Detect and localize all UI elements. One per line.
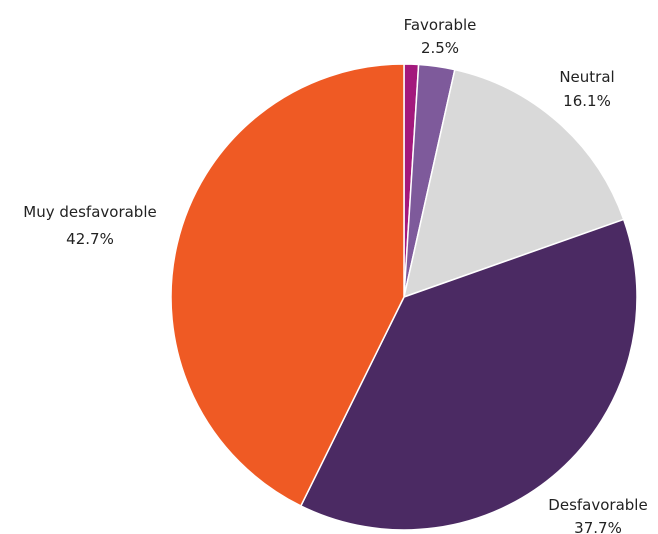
pie-slices xyxy=(170,63,638,531)
label-neutral-value: 16.1% xyxy=(563,92,611,110)
label-desfavorable-name: Desfavorable xyxy=(548,496,647,514)
pie-slice-desfavorable xyxy=(300,218,638,531)
label-desfavorable-value: 37.7% xyxy=(574,519,622,534)
label-favorable-value: 2.5% xyxy=(421,39,459,57)
label-favorable-name: Favorable xyxy=(404,16,477,34)
pie-slice-muy-desfavorable xyxy=(170,63,405,507)
pie-slice-neutral xyxy=(403,68,625,298)
label-muy-desfavorable-name: Muy desfavorable xyxy=(23,203,156,221)
pie-labels: Favorable 2.5% Neutral 16.1% Desfavorabl… xyxy=(23,16,647,534)
label-muy-desfavorable-value: 42.7% xyxy=(66,230,114,248)
label-neutral-name: Neutral xyxy=(559,68,614,86)
